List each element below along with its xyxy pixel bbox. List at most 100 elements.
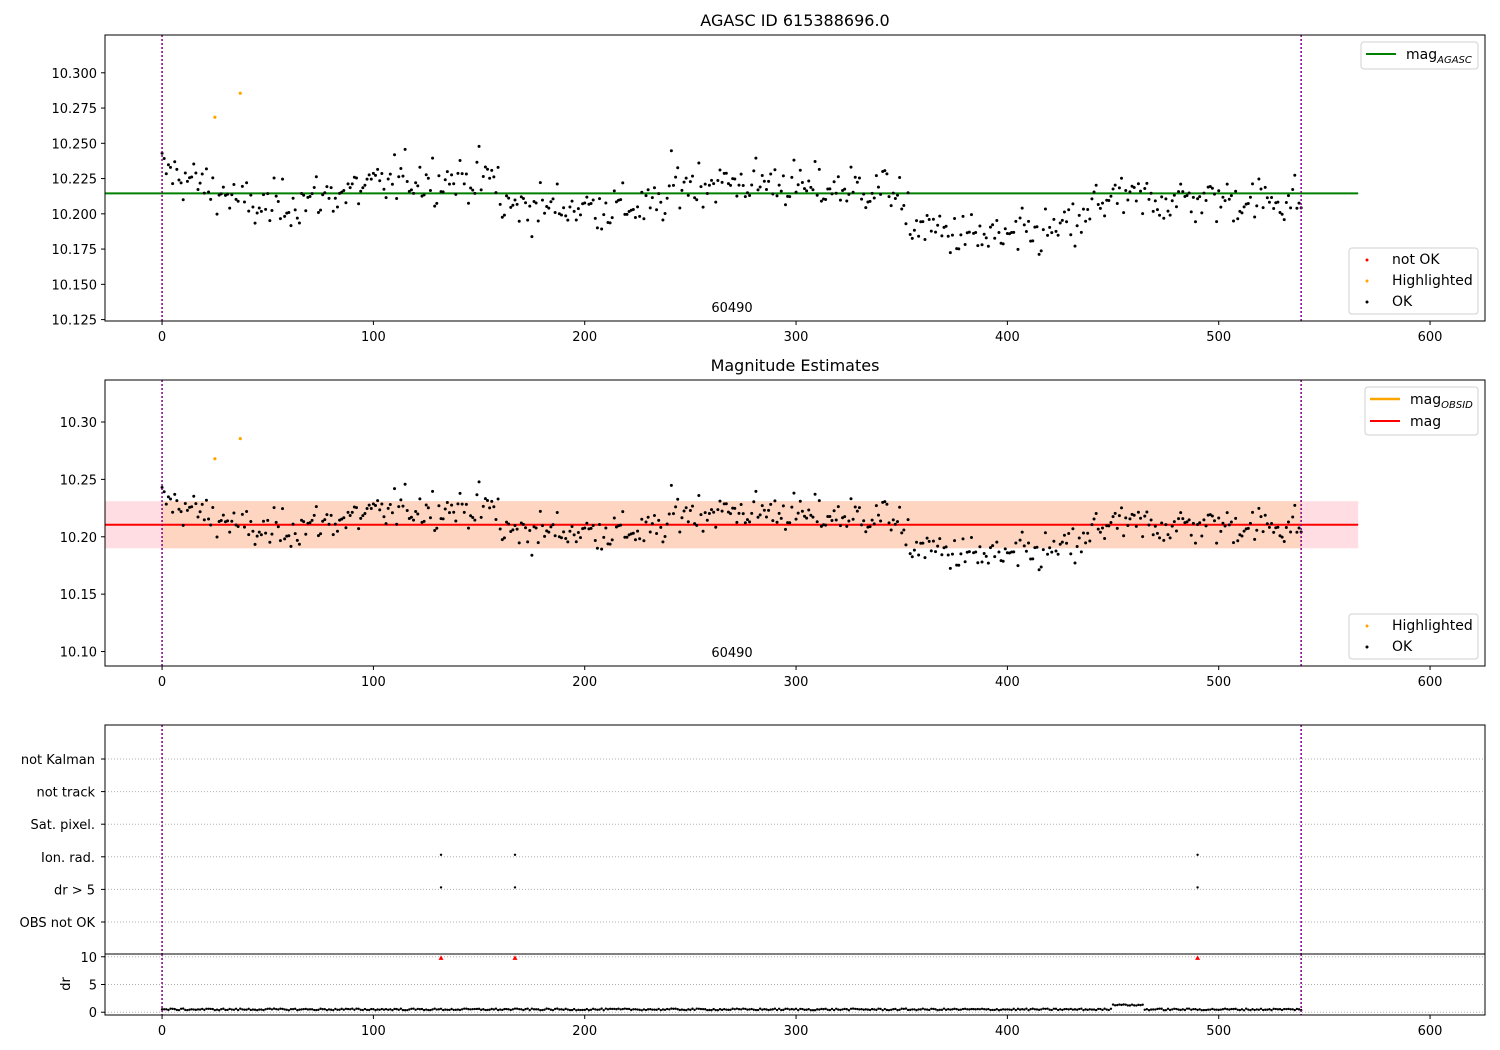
dr-point: [302, 1007, 305, 1011]
ok-point: [705, 518, 709, 522]
ok-point: [1191, 521, 1195, 525]
ok-point: [729, 512, 733, 516]
dr-point: [528, 1008, 531, 1012]
ok-point: [745, 191, 749, 195]
ok-point: [524, 526, 528, 530]
dr-point: [380, 1007, 384, 1011]
ok-point: [817, 499, 821, 503]
ok-point: [642, 217, 646, 221]
ok-point: [974, 550, 978, 554]
panel2-legend-lines: magOBSID mag: [1364, 386, 1479, 436]
dr-point: [165, 1008, 168, 1011]
ok-point: [578, 213, 582, 217]
dr-point: [471, 1007, 474, 1011]
ok-point: [532, 199, 536, 203]
highlighted-point: [238, 437, 242, 441]
ok-point: [621, 181, 625, 185]
dr-point: [365, 1008, 369, 1012]
ok-point: [680, 188, 684, 192]
dr-point: [359, 1008, 362, 1012]
ok-point: [841, 188, 845, 192]
ok-point: [718, 499, 722, 503]
ok-point: [602, 535, 606, 539]
ok-point: [663, 211, 667, 215]
ok-point: [1058, 542, 1062, 546]
ok-point: [1295, 530, 1299, 534]
ok-point: [1198, 521, 1202, 525]
ok-point: [1200, 211, 1204, 215]
ok-point: [466, 201, 470, 205]
dr-point: [1211, 1007, 1214, 1011]
ok-point: [1223, 524, 1227, 528]
ok-point: [169, 497, 173, 501]
ok-point: [893, 196, 897, 200]
dr-point: [1040, 1008, 1043, 1011]
ok-point: [181, 198, 185, 202]
dr-point: [570, 1008, 574, 1012]
ok-point: [1174, 529, 1178, 533]
ok-point: [469, 186, 473, 190]
ok-point: [183, 502, 187, 506]
flag-point: [513, 853, 517, 856]
ok-point: [819, 524, 823, 528]
ok-point: [185, 179, 189, 183]
ok-point: [1149, 518, 1153, 522]
dr-point: [699, 1007, 703, 1011]
ok-point: [543, 534, 547, 538]
ok-point: [1297, 201, 1301, 205]
dr-point: [684, 1008, 688, 1012]
ok-point: [591, 524, 595, 528]
dr-point: [340, 1007, 343, 1011]
dr-point: [625, 1007, 629, 1011]
dr-point: [226, 1008, 229, 1012]
ok-point: [1204, 524, 1208, 528]
ok-point: [335, 529, 339, 533]
dr-point: [1200, 1009, 1204, 1012]
ok-point: [1022, 544, 1026, 548]
dr-point: [346, 1007, 350, 1011]
dr-point: [703, 1008, 707, 1011]
ok-point: [701, 205, 705, 209]
dr-point: [253, 1008, 257, 1011]
ok-point: [921, 220, 925, 224]
highlighted-point: [213, 457, 217, 461]
dr-point: [264, 1008, 267, 1011]
dr-point: [765, 1008, 768, 1011]
highlighted-point: [213, 115, 217, 119]
ok-point: [756, 515, 760, 519]
ok-point: [321, 519, 325, 523]
ok-point: [652, 186, 656, 190]
ok-point: [300, 192, 304, 196]
dr-point: [927, 1008, 931, 1012]
ok-point: [173, 160, 177, 164]
ok-point: [944, 545, 948, 549]
ok-point: [422, 519, 426, 523]
dr-point: [915, 1009, 918, 1012]
ok-point: [513, 198, 517, 202]
dr-point: [1001, 1008, 1005, 1011]
ok-point: [357, 202, 361, 206]
ok-point: [249, 520, 253, 524]
ok-point: [1084, 541, 1088, 545]
y-tick-label: 10.25: [60, 473, 97, 488]
ok-point: [912, 548, 916, 552]
y-tick-label: 5: [89, 979, 97, 994]
dr-point: [1287, 1007, 1290, 1011]
ok-point: [226, 192, 230, 196]
dr-point: [847, 1009, 851, 1012]
dr-point: [591, 1007, 595, 1011]
x-tick-label: 100: [361, 330, 386, 345]
ok-point: [1054, 229, 1058, 233]
dr-point: [1278, 1007, 1282, 1011]
ok-point: [456, 502, 460, 506]
ok-point: [540, 198, 544, 202]
ok-point: [703, 182, 707, 186]
dr-point: [777, 1007, 781, 1010]
ok-point: [1100, 526, 1104, 530]
dr-point: [416, 1007, 419, 1011]
ok-point: [946, 553, 950, 557]
ok-point: [245, 181, 249, 185]
dr-point: [1122, 1003, 1125, 1006]
ok-point: [1014, 541, 1018, 545]
ok-point: [908, 552, 912, 556]
